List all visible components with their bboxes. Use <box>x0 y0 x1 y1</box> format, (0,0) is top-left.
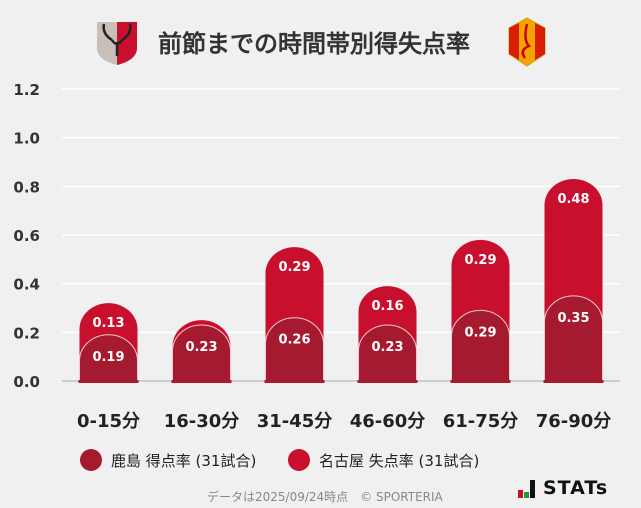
legend-label-kashima: 鹿島 得点率 (31試合) <box>111 451 257 470</box>
x-category-label: 0-15分 <box>77 411 140 432</box>
stats-bar-icon <box>518 480 535 498</box>
data-label-kashima: 0.29 <box>464 325 496 340</box>
data-label-nagoya: 0.29 <box>278 260 310 275</box>
chart-title: 前節までの時間帯別得失点率 <box>158 30 470 58</box>
bar-base <box>450 380 511 383</box>
data-label-kashima: 0.19 <box>92 350 124 365</box>
y-tick-label: 1.0 <box>13 130 40 148</box>
legend-swatch-kashima <box>80 449 102 471</box>
footer-note: データは2025/09/24時点 © SPORTERIA <box>207 490 443 504</box>
x-category-label: 16-30分 <box>164 411 240 432</box>
bar-base <box>78 380 139 383</box>
y-tick-label: 1.2 <box>13 81 40 99</box>
y-tick-label: 0.2 <box>13 324 40 342</box>
legend-swatch-nagoya <box>288 449 310 471</box>
x-category-label: 31-45分 <box>257 411 333 432</box>
bar-base <box>171 380 232 383</box>
bar-kashima <box>265 317 324 382</box>
y-tick-label: 0.0 <box>13 373 40 391</box>
y-tick-label: 0.8 <box>13 178 40 196</box>
bar-kashima <box>544 295 603 382</box>
bar-base <box>357 380 418 383</box>
stacked-bar-chart: 0.0 0.2 0.4 0.6 0.8 1.0 1.2 0.19 0.13 0-15分 0.23 16… <box>13 81 620 432</box>
x-category-label: 61-75分 <box>443 411 519 432</box>
y-tick-label: 0.6 <box>13 227 40 245</box>
legend-label-nagoya: 名古屋 失点率 (31試合) <box>319 451 480 470</box>
data-label-kashima: 0.23 <box>371 340 403 355</box>
data-label-nagoya: 0.29 <box>464 253 496 268</box>
stats-brand: STATs <box>543 477 609 499</box>
bar-kashima <box>358 324 417 382</box>
nagoya-logo <box>508 17 546 67</box>
kashima-logo <box>97 22 137 65</box>
y-tick-label: 0.4 <box>13 276 40 294</box>
bar-kashima <box>451 310 510 382</box>
legend-item-nagoya: 名古屋 失点率 (31試合) <box>288 449 479 471</box>
legend-item-kashima: 鹿島 得点率 (31試合) <box>80 449 256 471</box>
x-category-label: 76-90分 <box>536 411 612 432</box>
bar-base <box>264 380 325 383</box>
x-category-label: 46-60分 <box>350 411 426 432</box>
data-label-kashima: 0.35 <box>557 311 589 326</box>
data-label-kashima: 0.26 <box>278 333 310 348</box>
stats-logo: STATs <box>518 478 608 498</box>
data-label-nagoya: 0.48 <box>557 192 589 207</box>
data-label-nagoya: 0.16 <box>371 299 403 314</box>
bar-kashima <box>172 324 231 382</box>
bar-kashima <box>79 334 138 382</box>
bar-base <box>543 380 604 383</box>
data-label-nagoya: 0.13 <box>92 316 124 331</box>
data-label-kashima: 0.23 <box>185 340 217 355</box>
